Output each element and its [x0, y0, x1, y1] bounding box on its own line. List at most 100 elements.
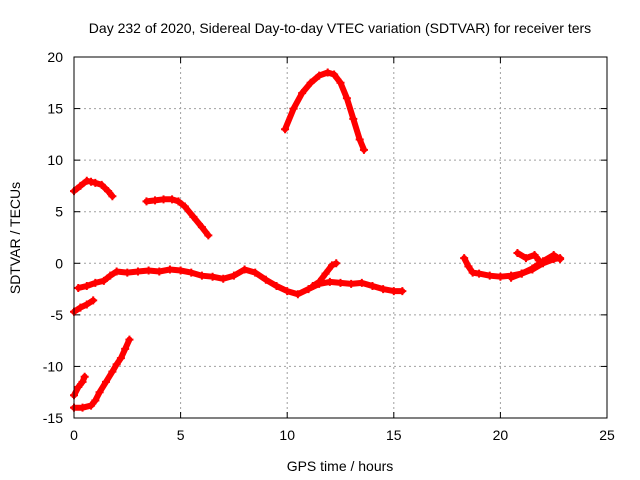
y-tick-label: -5: [51, 307, 64, 323]
data-point: [197, 271, 206, 280]
data-point: [91, 178, 100, 187]
data-point: [155, 267, 164, 276]
x-tick-label: 10: [279, 427, 295, 443]
data-point: [82, 176, 91, 185]
y-tick-label: 0: [55, 255, 63, 271]
grid: [74, 57, 607, 418]
data-point: [325, 277, 334, 286]
data-point: [99, 276, 108, 285]
data-point: [251, 268, 260, 277]
data-point: [101, 377, 110, 386]
y-tick-label: -10: [43, 358, 63, 374]
data-point: [549, 251, 558, 260]
data-point: [82, 300, 91, 309]
data-point: [240, 265, 249, 274]
data-point: [112, 360, 121, 369]
data-point: [475, 269, 484, 278]
data-point: [74, 284, 83, 293]
data-point: [91, 278, 100, 287]
data-point: [327, 261, 336, 270]
data-point: [168, 195, 177, 204]
data-point: [464, 262, 473, 271]
data-point: [315, 71, 324, 80]
data-point: [78, 377, 87, 386]
data-point: [187, 268, 196, 277]
data-point: [342, 94, 351, 103]
y-tick-label: 5: [55, 204, 63, 220]
data-point: [398, 287, 407, 296]
data-point: [315, 277, 324, 286]
data-point: [174, 197, 183, 206]
data-point: [204, 231, 213, 240]
data-point: [460, 254, 469, 263]
data-point: [108, 367, 117, 376]
data-point: [165, 265, 174, 274]
data-point: [521, 254, 530, 263]
data-point: [74, 383, 83, 392]
data-point: [87, 401, 96, 410]
data-point: [308, 281, 317, 290]
data-point: [197, 223, 206, 232]
data-point: [468, 268, 477, 277]
data-point: [121, 344, 130, 353]
data-point: [517, 269, 526, 278]
y-tick-label: 15: [47, 101, 63, 117]
x-tick-label: 5: [177, 427, 185, 443]
series-arc-4: [71, 297, 97, 315]
data-point: [189, 212, 198, 221]
data-point: [97, 180, 106, 189]
data-point: [78, 403, 87, 412]
data-point: [144, 266, 153, 275]
data-point: [336, 78, 345, 87]
data-point: [180, 202, 189, 211]
data-point: [359, 145, 368, 154]
data-point: [76, 181, 85, 190]
data-point: [125, 335, 134, 344]
x-tick-label: 25: [599, 427, 615, 443]
data-point: [104, 187, 113, 196]
data-point: [80, 372, 89, 381]
data-point: [133, 267, 142, 276]
series-arc-2: [143, 196, 212, 239]
data-point: [76, 303, 85, 312]
data-point: [272, 281, 281, 290]
data-point: [91, 396, 100, 405]
data-point: [87, 177, 96, 186]
data-point: [336, 278, 345, 287]
data-point: [112, 267, 121, 276]
data-point: [293, 290, 302, 299]
x-axis-label: GPS time / hours: [287, 458, 394, 474]
data-point: [298, 89, 307, 98]
data-point: [528, 264, 537, 273]
data-point: [389, 287, 398, 296]
series-arc-5: [71, 373, 88, 399]
x-tick-label: 0: [70, 427, 78, 443]
data-point: [95, 388, 104, 397]
plot-frame: [73, 56, 608, 419]
data-point: [142, 197, 151, 206]
data-point: [306, 78, 315, 87]
data-point: [89, 296, 98, 305]
data-point: [219, 274, 228, 283]
data-point: [283, 287, 292, 296]
data-point: [123, 268, 132, 277]
data-point: [229, 271, 238, 280]
data-point: [321, 269, 330, 278]
data-point: [208, 272, 217, 281]
series-arc-6: [71, 336, 133, 411]
data-point: [368, 281, 377, 290]
data-point: [116, 354, 125, 363]
y-tick-label: 20: [47, 49, 63, 65]
data-point: [556, 255, 565, 264]
data-point: [507, 273, 516, 282]
series-arc-3: [282, 69, 367, 153]
data-point: [176, 266, 185, 275]
x-tick-label: 20: [493, 427, 509, 443]
data-point: [347, 279, 356, 288]
data-point: [281, 125, 290, 134]
data-point: [82, 281, 91, 290]
data-point: [106, 271, 115, 280]
data-point: [355, 135, 364, 144]
data-point: [261, 275, 270, 284]
data-point: [289, 104, 298, 113]
